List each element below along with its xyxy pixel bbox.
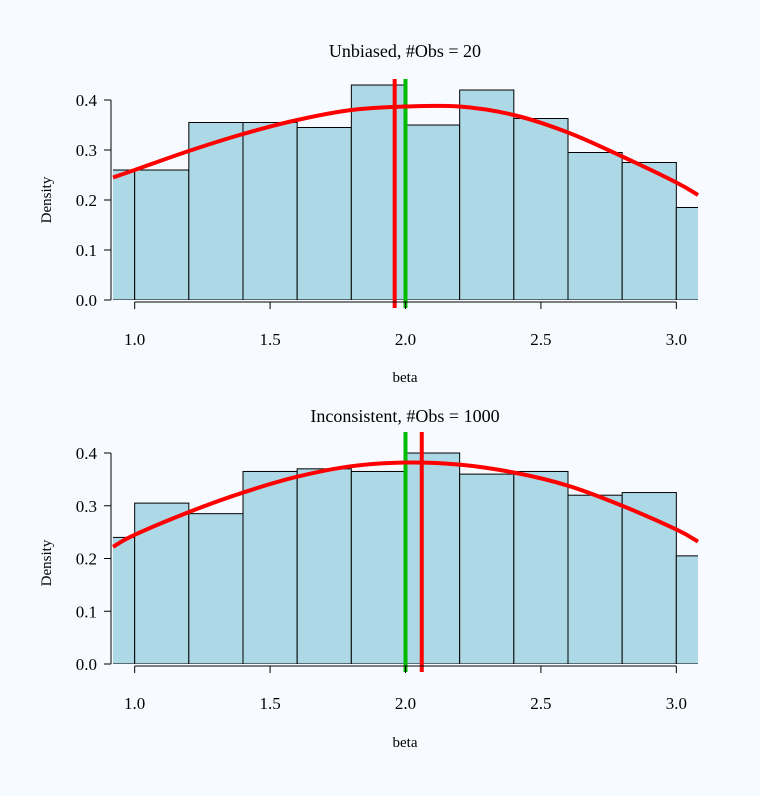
y-tick-label: 0.1 [76, 241, 97, 260]
y-tick-label: 0.2 [76, 550, 97, 569]
x-tick-label: 3.0 [666, 330, 687, 349]
x-tick-label: 1.0 [124, 330, 145, 349]
density-curve-group [112, 103, 700, 197]
histogram-bar [405, 124, 461, 300]
histogram-bar [675, 555, 698, 664]
histogram-bar [459, 89, 515, 300]
y-tick-label: 0.3 [76, 497, 97, 516]
histogram-bars [113, 452, 698, 664]
histogram-bar [134, 169, 190, 300]
histogram-bar [405, 452, 461, 664]
chart-title: Unbiased, #Obs = 20 [329, 41, 481, 61]
x-axis: 1.0 1.5 2.0 2.5 3.0 [124, 665, 687, 713]
histogram-bars [113, 84, 698, 300]
histogram-bar [113, 169, 136, 300]
y-tick-label: 0.0 [76, 655, 97, 674]
y-tick-label: 0.4 [76, 91, 98, 110]
histogram-bar [188, 513, 244, 664]
chart-title: Inconsistent, #Obs = 1000 [310, 406, 499, 426]
x-axis: 1.0 1.5 2.0 2.5 3.0 [124, 301, 687, 349]
histogram-bar [134, 502, 190, 664]
histogram-bar [350, 470, 407, 664]
x-tick-label: 2.5 [530, 330, 551, 349]
histogram-bar [188, 122, 244, 300]
histogram-bar [621, 162, 677, 300]
chart-panel-inconsistent: Inconsistent, #Obs = 1000 0.00.10.20.30.… [39, 406, 700, 751]
density-curve [111, 460, 700, 549]
density-curve-group [111, 460, 700, 549]
density-curve [112, 103, 700, 197]
histogram-bar [242, 122, 298, 300]
y-axis-label: Density [39, 539, 55, 586]
histogram-bar [567, 152, 623, 300]
x-tick-label: 1.5 [259, 330, 280, 349]
y-tick-label: 0.2 [76, 191, 97, 210]
histogram-bar [242, 470, 298, 664]
y-axis: 0.0 0.1 0.2 0.3 0.4 [76, 91, 112, 310]
histogram-bar [296, 127, 352, 300]
x-tick-label: 2.0 [395, 694, 416, 713]
x-tick-label: 1.5 [259, 694, 280, 713]
x-tick-label: 2.5 [530, 694, 551, 713]
histogram-bar [459, 473, 515, 664]
histogram-bar [296, 468, 352, 664]
vertical-lines [403, 432, 424, 672]
y-axis-label: Density [39, 176, 55, 223]
histogram-bar [513, 470, 569, 664]
histogram-bar [513, 118, 569, 300]
histogram-bar [621, 492, 677, 664]
chart-panel-unbiased: Unbiased, #Obs = 20 0.00.10.20.30.4 1.0 1… [39, 41, 700, 386]
y-tick-label: 0.0 [76, 291, 97, 310]
histogram-bar [350, 84, 407, 300]
x-tick-label: 1.0 [124, 694, 145, 713]
histogram-bar [567, 494, 623, 664]
y-tick-label: 0.3 [76, 141, 97, 160]
histogram-bar [675, 207, 698, 300]
x-axis-label: beta [393, 735, 418, 751]
x-axis-label: beta [393, 370, 418, 386]
y-tick-label: 0.4 [76, 444, 98, 463]
x-tick-label: 2.0 [395, 330, 416, 349]
y-tick-label: 0.1 [76, 602, 97, 621]
vertical-lines [392, 79, 408, 308]
x-tick-label: 3.0 [666, 694, 687, 713]
y-axis: 0.0 0.1 0.2 0.3 0.4 [76, 444, 112, 674]
